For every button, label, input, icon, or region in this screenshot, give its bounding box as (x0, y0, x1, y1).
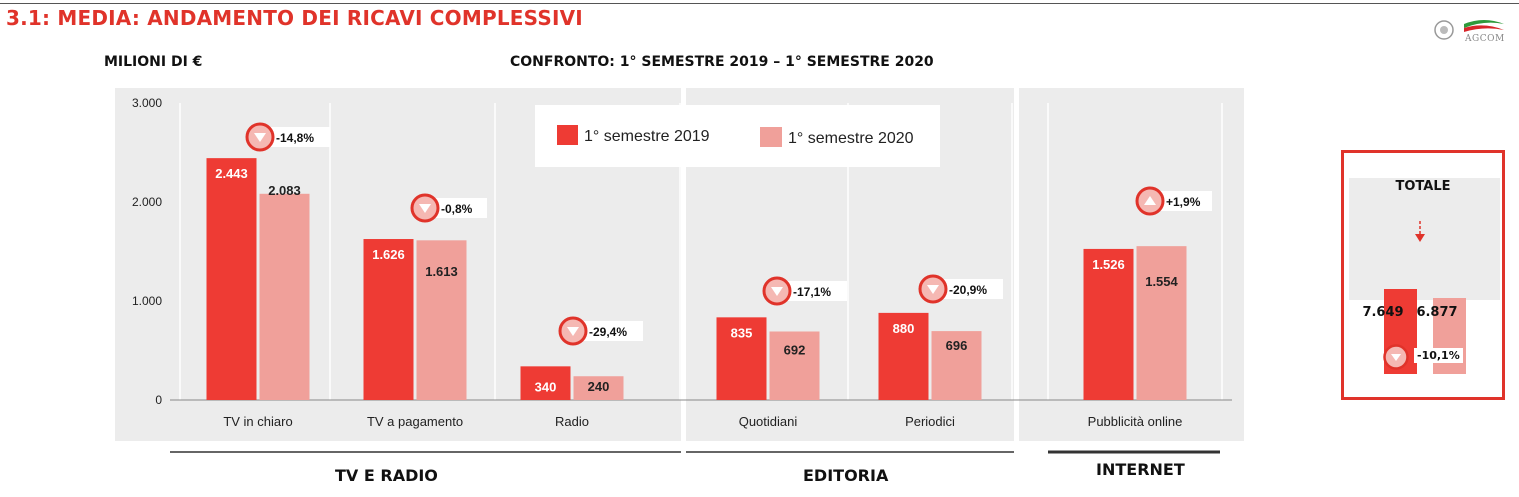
total-title: TOTALE (1395, 179, 1451, 194)
value-label-2020: 240 (588, 379, 610, 394)
change-label: +1,9% (1166, 195, 1201, 209)
decrease-arrow-icon (1415, 221, 1425, 242)
bar-2019 (206, 158, 257, 400)
down-triangle-icon (1383, 344, 1409, 370)
down-triangle-icon (419, 204, 431, 213)
legend-swatch-2020 (760, 127, 782, 147)
bar-2019 (520, 366, 571, 400)
y-tick-label: 2.000 (132, 195, 162, 209)
down-triangle-icon (254, 133, 266, 142)
change-label: -29,4% (589, 325, 627, 339)
legend-label-2020: 1° semestre 2020 (788, 130, 914, 147)
total-change-label: -10,1% (1414, 348, 1463, 363)
down-triangle-icon (567, 327, 579, 336)
category-label: TV in chiaro (223, 414, 292, 429)
value-label-2020: 696 (946, 338, 968, 353)
change-label-background (787, 281, 847, 301)
value-label-2020: 1.613 (425, 264, 458, 279)
y-tick-label: 0 (155, 393, 162, 407)
units-label: MILIONI DI € (104, 54, 203, 70)
value-label-2019: 1.626 (372, 247, 405, 262)
down-triangle-icon (927, 285, 939, 294)
category-label: Periodici (905, 414, 955, 429)
change-label-background (270, 127, 330, 147)
bar-2019 (363, 239, 414, 400)
change-label: -14,8% (276, 131, 314, 145)
up-triangle-icon (1144, 196, 1156, 205)
category-label: Quotidiani (739, 414, 798, 429)
bar-2020 (769, 331, 820, 400)
y-tick-label: 1.000 (132, 294, 162, 308)
change-label: -20,9% (949, 283, 987, 297)
value-label-2019: 880 (893, 321, 915, 336)
value-label-2019: 1.526 (1092, 257, 1125, 272)
value-label-2020: 1.554 (1145, 274, 1178, 289)
category-label: Radio (555, 414, 589, 429)
page-title: 3.1: MEDIA: ANDAMENTO DEI RICAVI COMPLES… (6, 6, 583, 30)
change-label-background (583, 321, 643, 341)
bar-2020 (1136, 246, 1187, 400)
down-triangle-icon (771, 287, 783, 296)
bar-2020 (259, 193, 310, 400)
change-label-background (943, 279, 1003, 299)
total-panel: TOTALE 7.649 6.877 -10,1% (1341, 150, 1505, 400)
bar-2020 (416, 240, 467, 400)
group-label-editoria: EDITORIA (803, 466, 889, 485)
agcom-logo (1434, 20, 1504, 40)
value-label-2019: 2.443 (215, 166, 248, 181)
change-label-background (1160, 191, 1212, 211)
category-label: TV a pagamento (367, 414, 463, 429)
change-label: -0,8% (441, 202, 473, 216)
change-label: -17,1% (793, 285, 831, 299)
bar-2019 (716, 317, 767, 400)
bar-2019 (878, 312, 929, 400)
value-label-2019: 835 (731, 325, 753, 340)
legend-box (535, 105, 940, 167)
bar-2020 (573, 376, 624, 400)
bar-2020 (931, 331, 982, 400)
comparison-label: CONFRONTO: 1° SEMESTRE 2019 – 1° SEMESTR… (510, 54, 934, 70)
bar-2019 (1083, 248, 1134, 400)
value-label-2020: 2.083 (268, 183, 301, 198)
value-label-2020: 692 (784, 342, 806, 357)
group-label-internet: INTERNET (1096, 460, 1185, 479)
legend-swatch-2019 (557, 125, 578, 145)
total-panel-background (1349, 178, 1500, 300)
total-value-2019: 7.649 (1362, 305, 1404, 320)
total-value-2020: 6.877 (1416, 305, 1458, 320)
legend-label-2019: 1° semestre 2019 (584, 128, 710, 145)
group-label-tv-radio: TV E RADIO (335, 466, 438, 485)
category-label: Pubblicità online (1088, 414, 1183, 429)
top-rule (0, 3, 1519, 4)
logo-text: AGCOM (1465, 34, 1505, 44)
change-label-background (435, 198, 487, 218)
value-label-2019: 340 (535, 379, 557, 394)
y-tick-label: 3.000 (132, 96, 162, 110)
